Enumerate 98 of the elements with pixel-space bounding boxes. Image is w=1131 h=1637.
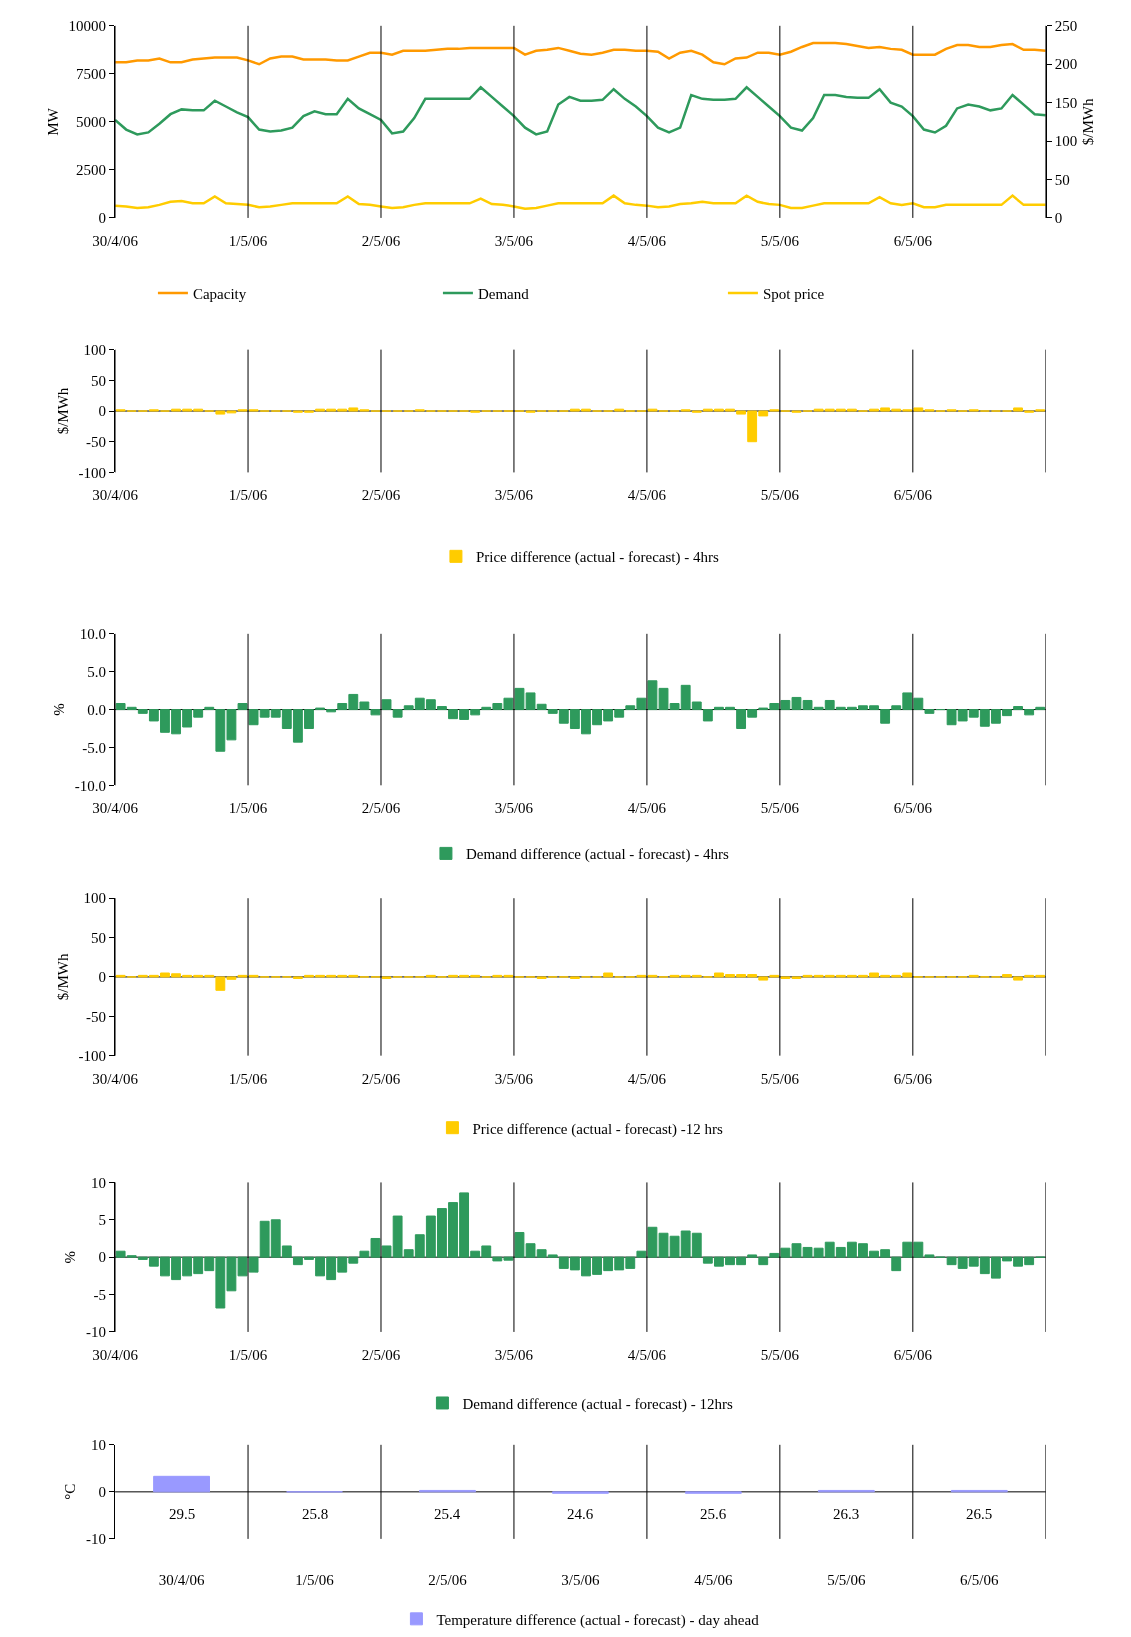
legend-label: Capacity [192,285,247,302]
x-tick-label: 4/5/06 [627,1070,667,1087]
annotation: 25.8 [302,1506,329,1522]
x-tick-label: 30/4/06 [158,1571,205,1588]
x-tick-label: 2/5/06 [361,1346,401,1363]
y-tick-label: 2500 [76,162,107,179]
x-tick-label: 3/5/06 [494,487,534,504]
x-tick-label: 1/5/06 [228,232,268,249]
y2-tick-label: 150 [1054,94,1078,111]
x-tick-label: 3/5/06 [494,232,534,249]
x-tick-label: 30/4/06 [92,1070,139,1087]
legend-label: Temperature difference (actual - forecast) - day ahead [436,1611,760,1629]
x-tick-label: 2/5/06 [361,487,401,504]
y-tick-label: 10.0 [79,626,107,643]
x-tick-label: 30/4/06 [92,1346,139,1363]
x-tick-label: 6/5/06 [893,1070,933,1087]
x-tick-label: 1/5/06 [228,800,268,817]
y-tick-label: 10 [91,1174,107,1191]
x-tick-label: 30/4/06 [92,800,139,817]
x-tick-label: 2/5/06 [361,800,401,817]
y2-tick-label: 0 [1054,210,1063,227]
legend-label: Demand difference (actual - forecast) - 12hrs [462,1395,734,1413]
x-tick-label: 4/5/06 [627,1346,667,1363]
y-tick-label: -50 [86,1008,107,1025]
y-tick-label: 0 [98,210,107,227]
x-tick-label: 6/5/06 [893,800,933,817]
x-tick-label: 4/5/06 [627,800,667,817]
annotation: 24.6 [567,1506,594,1522]
x-tick-label: 5/5/06 [760,800,800,817]
y-tick-label: -5.0 [82,739,107,756]
x-tick-label: 5/5/06 [760,1070,800,1087]
y-tick-label: -10.0 [74,777,107,794]
y-tick-label: 0 [98,1249,107,1266]
x-tick-label: 5/5/06 [827,1571,866,1588]
legend-label: Price difference (actual - forecast) -12 hrs [472,1120,724,1138]
y-axis-title: °C [62,1483,79,1500]
x-tick-label: 3/5/06 [561,1571,601,1588]
x-tick-label: 1/5/06 [295,1571,335,1588]
y-tick-label: 0.0 [87,701,107,718]
x-tick-label: 1/5/06 [228,1070,268,1087]
legend-label: Demand [477,285,530,302]
y-tick-label: 100 [83,890,107,907]
y-tick-label: -10 [86,1531,107,1548]
y2-tick-label: 250 [1054,18,1078,35]
x-tick-label: 3/5/06 [494,1070,534,1087]
y-tick-label: 5000 [76,114,107,131]
x-tick-label: 6/5/06 [893,232,933,249]
y2-tick-label: 50 [1054,171,1070,188]
y2-axis-title: $/MWh [1080,98,1097,146]
y-tick-label: 100 [83,341,107,358]
y-tick-label: 0 [98,969,107,986]
annotation: 25.6 [700,1506,727,1522]
x-tick-label: 30/4/06 [92,487,139,504]
x-tick-label: 5/5/06 [760,1346,800,1363]
y-axis-title: % [51,703,68,716]
x-tick-label: 6/5/06 [893,487,933,504]
y-tick-label: 50 [91,929,107,946]
y-tick-label: 50 [91,372,107,389]
y-tick-label: 10000 [68,18,107,35]
x-tick-label: 5/5/06 [760,232,800,249]
legend-label: Spot price [762,285,825,302]
x-tick-label: 3/5/06 [494,1346,534,1363]
annotation: 25.4 [434,1506,461,1522]
y-tick-label: 5 [98,1212,107,1229]
y-tick-label: -100 [78,464,107,481]
y2-tick-label: 200 [1054,56,1078,73]
y-tick-label: 10 [91,1437,107,1454]
x-tick-label: 4/5/06 [627,487,667,504]
y-tick-label: -10 [86,1324,107,1341]
annotation: 29.5 [169,1506,196,1522]
x-tick-label: 2/5/06 [361,232,401,249]
y-tick-label: -100 [78,1047,107,1064]
x-tick-label: 2/5/06 [361,1070,401,1087]
y-axis-title: $/MWh [54,953,71,1001]
annotation: 26.5 [966,1506,993,1522]
x-tick-label: 30/4/06 [92,232,139,249]
y2-tick-label: 100 [1054,133,1078,150]
x-tick-label: 1/5/06 [228,487,268,504]
x-tick-label: 4/5/06 [627,232,667,249]
y-tick-label: 7500 [76,66,107,83]
y-tick-label: 5.0 [87,663,107,680]
y-axis-title: MW [44,107,61,136]
legend-label: Demand difference (actual - forecast) - 4hrs [465,846,730,864]
y-tick-label: 0 [98,1484,107,1501]
x-tick-label: 4/5/06 [694,1571,734,1588]
x-tick-label: 6/5/06 [893,1346,933,1363]
legend-label: Price difference (actual - forecast) - 4hrs [475,549,720,567]
y-tick-label: -5 [93,1286,107,1303]
x-tick-label: 6/5/06 [960,1571,999,1588]
x-tick-label: 2/5/06 [428,1571,468,1588]
y-axis-title: $/MWh [54,387,71,435]
x-tick-label: 3/5/06 [494,800,534,817]
y-tick-label: -50 [86,433,107,450]
y-axis-title: % [62,1250,79,1264]
y-tick-label: 0 [98,403,107,420]
annotation: 26.3 [833,1506,860,1522]
x-tick-label: 1/5/06 [228,1346,268,1363]
x-tick-label: 5/5/06 [760,487,800,504]
